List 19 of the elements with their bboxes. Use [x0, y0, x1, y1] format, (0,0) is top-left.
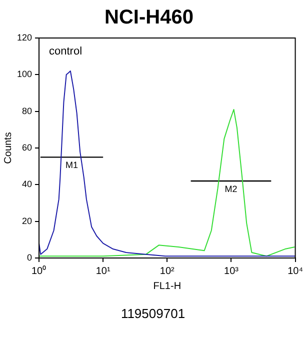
series-label: M2: [224, 184, 238, 194]
annotation: control: [49, 46, 82, 58]
x-tick-label: 10⁰: [31, 264, 47, 277]
y-tick-label: 100: [16, 69, 32, 80]
x-tick-label: 10²: [160, 266, 176, 277]
y-tick-label: 40: [22, 179, 32, 190]
text: 119509701: [120, 306, 186, 321]
chart-title: NCI-H460: [104, 6, 194, 29]
y-tick-label: 120: [16, 32, 32, 42]
x-tick-label: 10⁴: [288, 266, 303, 277]
x-axis-title: FL1-H: [153, 280, 182, 292]
y-tick-label: 60: [22, 142, 32, 152]
series-label: M1: [65, 160, 78, 170]
y-tick-label: 0: [27, 252, 32, 262]
x-tick-label: 10³: [224, 266, 240, 277]
x-tick-label: 10¹: [96, 266, 111, 277]
y-tick-label: 20: [22, 216, 32, 226]
y-axis-title: Counts: [2, 132, 14, 164]
y-tick-label: 80: [22, 106, 32, 116]
